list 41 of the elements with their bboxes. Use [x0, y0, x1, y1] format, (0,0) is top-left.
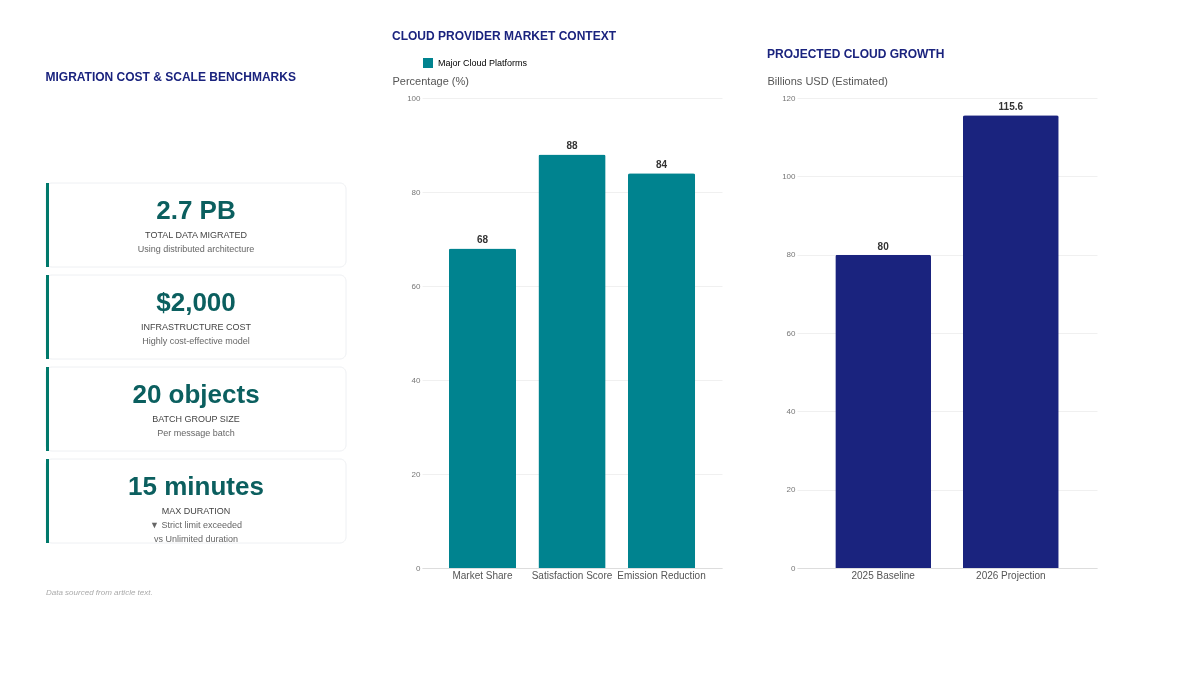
- legend-label: Major Cloud Platforms: [438, 58, 528, 68]
- data-label: 68: [476, 234, 489, 246]
- text: INFRASTRUCTURE COST Highly cost-effective model: [141, 322, 252, 346]
- x-tick-label: Market Share: [452, 569, 513, 581]
- bar: [627, 173, 696, 568]
- y-tick-label: 80: [786, 250, 797, 260]
- data-label: 115.6: [998, 101, 1024, 113]
- data-label: 80: [877, 240, 890, 252]
- x-tick-label: Emission Reduction: [617, 569, 706, 581]
- bar: [538, 154, 606, 568]
- y-tick-label: 100: [782, 171, 797, 181]
- data-label: 84: [655, 159, 668, 171]
- text: MIGRATION COST & SCALE BENCHMARKS: [45, 70, 296, 84]
- y-tick-label: 20: [411, 469, 422, 479]
- category-label: $2,000: [156, 287, 236, 317]
- y-tick-label: 120: [782, 93, 797, 103]
- category-label: 2.7 PB: [156, 195, 236, 225]
- chart-title: PROJECTED CLOUD GROWTH: [767, 47, 945, 61]
- y-axis-title: Billions USD (Estimated): [767, 74, 888, 87]
- x-tick-label: 2025 Baseline: [851, 569, 916, 581]
- bar: [448, 248, 517, 568]
- y-tick-label: 60: [786, 328, 797, 338]
- text: Data sourced from article text.: [46, 588, 153, 597]
- text: MAX DURATION ▼ Strict limit exceeded vs Unlimited duration: [150, 506, 242, 544]
- y-axis-title: Percentage (%): [392, 74, 469, 87]
- y-tick-label: 20: [786, 485, 797, 495]
- chart-title: CLOUD PROVIDER MARKET CONTEXT: [392, 29, 617, 43]
- y-tick-label: 0: [416, 563, 422, 573]
- y-tick-label: 40: [786, 406, 797, 416]
- data-label: 88: [566, 140, 578, 152]
- category-label: 20 objects: [132, 379, 260, 409]
- y-tick-label: 40: [411, 375, 422, 385]
- x-tick-label: Satisfaction Score: [531, 569, 613, 581]
- y-tick-label: 60: [411, 281, 422, 291]
- x-tick-label: 2026 Projection: [976, 569, 1046, 581]
- text: BATCH GROUP SIZE Per message batch: [152, 414, 240, 438]
- y-tick-label: 80: [411, 187, 422, 197]
- text: TOTAL DATA MIGRATED Using distributed architecture: [137, 230, 255, 254]
- category-label: 15 minutes: [128, 471, 264, 501]
- y-tick-label: 100: [407, 93, 422, 103]
- y-tick-label: 0: [791, 563, 797, 573]
